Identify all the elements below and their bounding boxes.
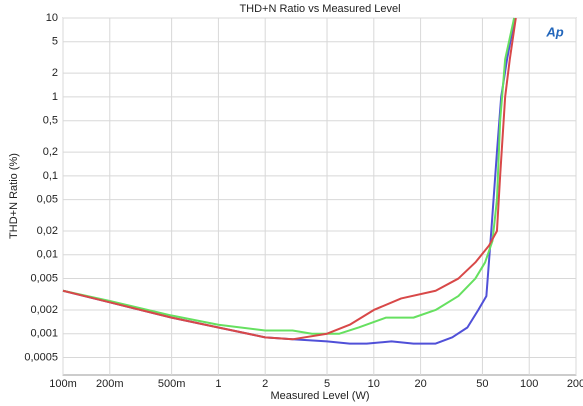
x-tick-label: 5	[324, 378, 330, 390]
y-tick-label: 0,002	[30, 304, 58, 316]
y-tick-label: 1	[52, 91, 58, 103]
y-tick-label: 0,001	[30, 328, 58, 340]
plot-area	[62, 17, 577, 376]
y-axis-label: THD+N Ratio (%)	[8, 153, 20, 239]
series-line	[62, 17, 517, 341]
y-tick-label: 0,2	[43, 146, 58, 158]
x-tick-label: 200	[567, 378, 583, 390]
y-tick-label: 0,0005	[24, 351, 58, 363]
x-tick-label: 1	[215, 378, 221, 390]
x-axis-label: Measured Level (W)	[270, 390, 369, 402]
y-tick-label: 0,005	[30, 272, 58, 284]
y-tick-label: 0,02	[37, 225, 58, 237]
logo: Ap	[545, 24, 563, 39]
x-tick-label: 200m	[96, 378, 124, 390]
y-tick-label: 2	[52, 67, 58, 79]
x-tick-label: 2	[262, 378, 268, 390]
y-tick-label: 0,1	[43, 170, 58, 182]
x-tick-label: 10	[368, 378, 380, 390]
y-tick-label: 10	[46, 12, 58, 24]
x-tick-label: 100	[520, 378, 538, 390]
x-tick-label: 500m	[158, 378, 186, 390]
y-tick-label: 0,01	[37, 249, 58, 261]
y-tick-label: 0,5	[43, 115, 58, 127]
y-tick-label: 5	[52, 36, 58, 48]
chart-title: THD+N Ratio vs Measured Level	[239, 3, 400, 15]
y-tick-label: 0,05	[37, 194, 58, 206]
x-tick-label: 100m	[49, 378, 77, 390]
x-tick-label: 20	[414, 378, 426, 390]
x-tick-label: 50	[476, 378, 488, 390]
series-line	[62, 17, 516, 335]
